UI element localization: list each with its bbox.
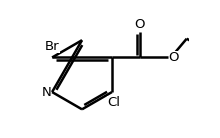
Text: O: O: [169, 51, 179, 64]
Text: Br: Br: [45, 40, 59, 53]
Text: N: N: [42, 86, 51, 99]
Text: Cl: Cl: [107, 96, 120, 109]
Text: O: O: [135, 18, 145, 31]
